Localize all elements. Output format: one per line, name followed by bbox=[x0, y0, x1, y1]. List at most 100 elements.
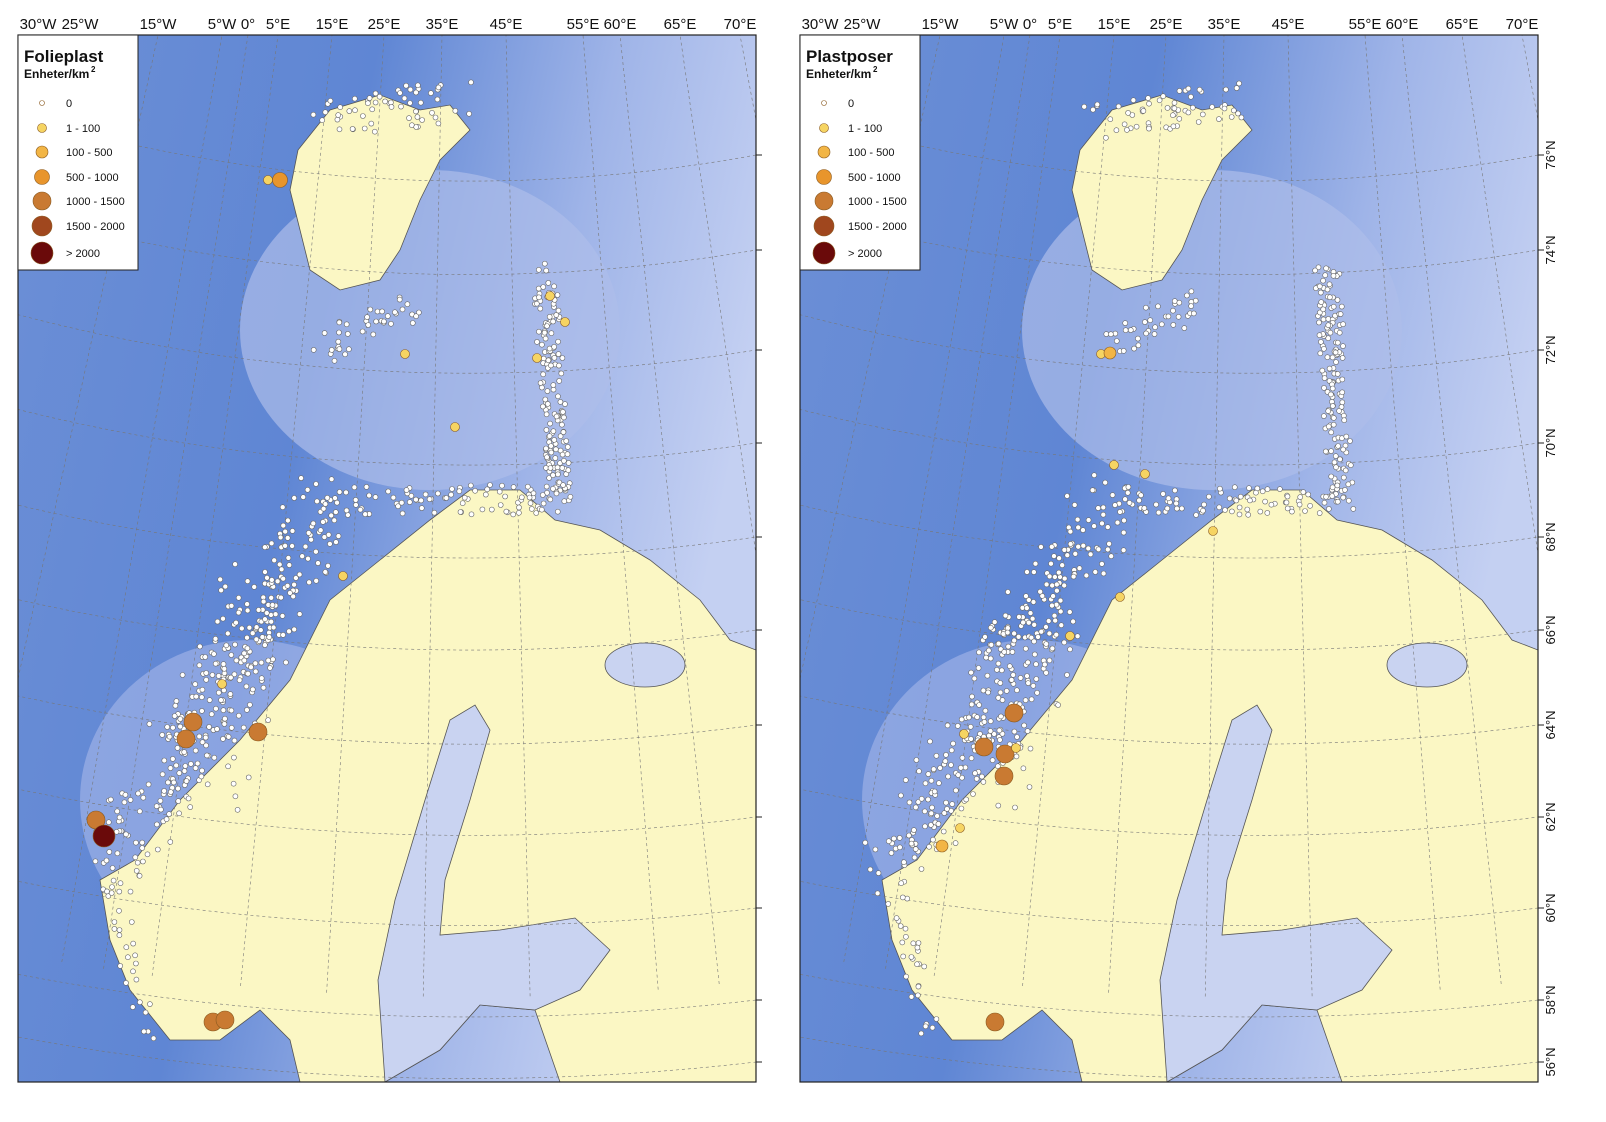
station bbox=[550, 318, 556, 325]
station bbox=[262, 616, 268, 623]
station bbox=[1120, 529, 1127, 536]
station bbox=[1160, 491, 1166, 497]
station bbox=[244, 634, 250, 641]
station bbox=[1108, 331, 1114, 338]
station bbox=[557, 399, 564, 405]
meridian bbox=[1108, 35, 1167, 996]
station bbox=[244, 578, 251, 585]
station bbox=[937, 765, 943, 771]
station bbox=[373, 318, 379, 325]
station bbox=[1155, 303, 1161, 310]
station bbox=[346, 346, 352, 353]
station bbox=[260, 598, 267, 605]
longitude-label: 25°W bbox=[844, 16, 882, 33]
station bbox=[1121, 121, 1128, 128]
station bbox=[1066, 609, 1073, 615]
station bbox=[922, 780, 929, 787]
station bbox=[943, 799, 949, 806]
station bbox=[1164, 105, 1171, 111]
station bbox=[366, 492, 372, 499]
station bbox=[539, 492, 546, 498]
station bbox=[915, 799, 922, 805]
station bbox=[1328, 448, 1334, 454]
station bbox=[188, 761, 194, 767]
station bbox=[1053, 581, 1060, 588]
station bbox=[244, 707, 250, 713]
station bbox=[888, 850, 895, 856]
station bbox=[912, 846, 919, 852]
station bbox=[547, 420, 553, 427]
station bbox=[891, 835, 897, 842]
station bbox=[133, 839, 139, 846]
station bbox=[1296, 501, 1303, 508]
station bbox=[1199, 111, 1206, 118]
station bbox=[1284, 505, 1291, 512]
station bbox=[426, 496, 433, 503]
station bbox=[1328, 429, 1335, 436]
meridian bbox=[1401, 35, 1502, 988]
station bbox=[367, 306, 374, 313]
station bbox=[175, 785, 181, 792]
station bbox=[196, 733, 203, 740]
station bbox=[399, 510, 406, 517]
station bbox=[1064, 552, 1071, 559]
station bbox=[116, 888, 123, 895]
station bbox=[995, 802, 1002, 809]
station bbox=[1072, 550, 1079, 557]
longitude-label: 15°E bbox=[316, 16, 349, 33]
station bbox=[1100, 504, 1107, 511]
station bbox=[231, 754, 237, 761]
longitude-label: 5°W bbox=[990, 16, 1019, 33]
station bbox=[1095, 505, 1102, 511]
station bbox=[503, 508, 510, 515]
station bbox=[396, 296, 403, 303]
station bbox=[908, 840, 915, 847]
observation bbox=[92, 824, 116, 848]
station bbox=[955, 772, 961, 778]
station bbox=[328, 476, 335, 483]
station bbox=[336, 319, 343, 326]
longitude-label: 5°E bbox=[1048, 16, 1072, 33]
station bbox=[913, 757, 920, 763]
station bbox=[982, 634, 988, 640]
station bbox=[1324, 286, 1331, 293]
station bbox=[137, 999, 143, 1006]
station bbox=[551, 354, 558, 361]
station bbox=[534, 339, 540, 345]
station bbox=[327, 541, 333, 547]
station bbox=[1328, 391, 1334, 398]
station bbox=[1064, 672, 1070, 678]
station bbox=[135, 790, 141, 797]
station bbox=[352, 107, 358, 113]
station bbox=[1027, 745, 1034, 752]
station bbox=[1043, 624, 1049, 630]
station bbox=[221, 721, 228, 727]
station bbox=[206, 724, 212, 730]
station bbox=[1155, 509, 1162, 516]
station bbox=[1031, 621, 1037, 628]
station bbox=[461, 494, 468, 501]
station bbox=[289, 543, 295, 549]
station bbox=[399, 306, 406, 313]
station bbox=[1094, 101, 1101, 108]
legend-label: 0 bbox=[66, 98, 72, 110]
station bbox=[1247, 497, 1253, 504]
latitude-label: 64°N bbox=[1543, 710, 1558, 739]
meridian bbox=[102, 35, 249, 972]
station bbox=[282, 542, 288, 549]
station bbox=[556, 378, 563, 384]
station bbox=[308, 536, 314, 543]
station bbox=[1350, 506, 1357, 512]
station bbox=[553, 312, 560, 318]
observation bbox=[560, 317, 570, 327]
station bbox=[1332, 453, 1339, 459]
station bbox=[935, 821, 942, 827]
station bbox=[177, 716, 184, 722]
station bbox=[986, 732, 992, 739]
legend-symbol bbox=[813, 215, 835, 237]
station bbox=[484, 486, 491, 493]
station bbox=[535, 266, 542, 273]
station bbox=[915, 992, 921, 999]
station bbox=[1048, 543, 1055, 550]
white-sea bbox=[604, 642, 686, 688]
